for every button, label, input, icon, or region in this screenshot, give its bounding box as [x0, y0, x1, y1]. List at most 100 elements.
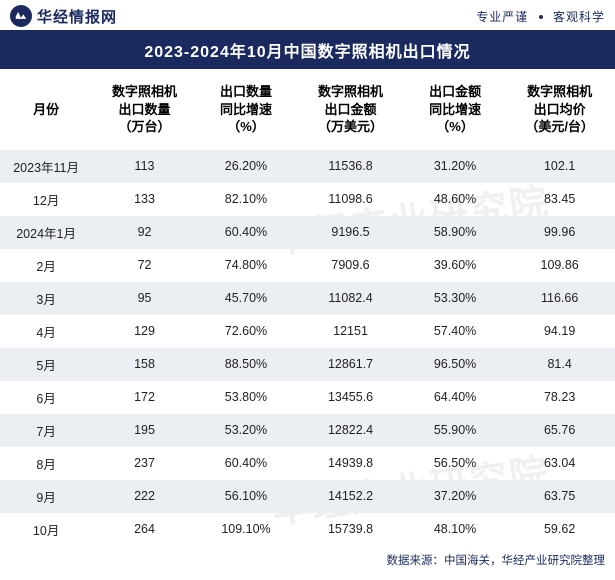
table-cell: 116.66: [504, 282, 615, 315]
table-cell: 11082.4: [295, 282, 406, 315]
tagline-right: 客观科学: [553, 10, 605, 24]
table-cell: 4月: [0, 315, 92, 348]
table-cell: 99.96: [504, 216, 615, 249]
table-cell: 65.76: [504, 414, 615, 447]
table-cell: 60.40%: [197, 216, 295, 249]
table-cell: 12月: [0, 183, 92, 216]
table-body: 2023年11月11326.20%11536.831.20%102.112月13…: [0, 150, 615, 546]
table-cell: 72.60%: [197, 315, 295, 348]
table-cell: 53.80%: [197, 381, 295, 414]
table-cell: 12822.4: [295, 414, 406, 447]
table-cell: 58.90%: [406, 216, 504, 249]
col-header-0: 月份: [0, 69, 92, 150]
table-cell: 10月: [0, 513, 92, 546]
table-cell: 6月: [0, 381, 92, 414]
table-row: 2023年11月11326.20%11536.831.20%102.1: [0, 150, 615, 183]
table-cell: 7909.6: [295, 249, 406, 282]
table-cell: 12151: [295, 315, 406, 348]
table-cell: 237: [92, 447, 197, 480]
table-cell: 102.1: [504, 150, 615, 183]
table-cell: 9196.5: [295, 216, 406, 249]
table-cell: 94.19: [504, 315, 615, 348]
table-cell: 15739.8: [295, 513, 406, 546]
table-cell: 14152.2: [295, 480, 406, 513]
table-cell: 63.04: [504, 447, 615, 480]
table-cell: 53.30%: [406, 282, 504, 315]
table-cell: 48.10%: [406, 513, 504, 546]
table-cell: 109.86: [504, 249, 615, 282]
logo-icon: [10, 5, 32, 27]
table-cell: 74.80%: [197, 249, 295, 282]
table-cell: 12861.7: [295, 348, 406, 381]
data-source-footer: 数据来源：中国海关，华经产业研究院整理: [0, 546, 615, 568]
table-cell: 83.45: [504, 183, 615, 216]
table-row: 7月19553.20%12822.455.90%65.76: [0, 414, 615, 447]
table-container: 月份数字照相机出口数量（万台）出口数量同比增速（%）数字照相机出口金额（万美元）…: [0, 69, 615, 546]
table-cell: 59.62: [504, 513, 615, 546]
table-cell: 88.50%: [197, 348, 295, 381]
table-header-row: 月份数字照相机出口数量（万台）出口数量同比增速（%）数字照相机出口金额（万美元）…: [0, 69, 615, 150]
table-cell: 92: [92, 216, 197, 249]
logo-text: 华经情报网: [37, 6, 117, 27]
table-cell: 63.75: [504, 480, 615, 513]
table-cell: 264: [92, 513, 197, 546]
table-cell: 5月: [0, 348, 92, 381]
table-cell: 56.10%: [197, 480, 295, 513]
col-header-1: 数字照相机出口数量（万台）: [92, 69, 197, 150]
table-cell: 109.10%: [197, 513, 295, 546]
table-cell: 53.20%: [197, 414, 295, 447]
table-cell: 39.60%: [406, 249, 504, 282]
table-header: 月份数字照相机出口数量（万台）出口数量同比增速（%）数字照相机出口金额（万美元）…: [0, 69, 615, 150]
logo-group: 华经情报网: [10, 5, 117, 27]
title-bar: 2023-2024年10月中国数字照相机出口情况: [0, 31, 615, 69]
table-row: 2024年1月9260.40%9196.558.90%99.96: [0, 216, 615, 249]
table-cell: 172: [92, 381, 197, 414]
table-cell: 82.10%: [197, 183, 295, 216]
table-row: 3月9545.70%11082.453.30%116.66: [0, 282, 615, 315]
table-cell: 3月: [0, 282, 92, 315]
table-cell: 222: [92, 480, 197, 513]
table-cell: 2023年11月: [0, 150, 92, 183]
table-cell: 37.20%: [406, 480, 504, 513]
table-cell: 113: [92, 150, 197, 183]
table-row: 8月23760.40%14939.856.50%63.04: [0, 447, 615, 480]
table-row: 12月13382.10%11098.648.60%83.45: [0, 183, 615, 216]
table-cell: 11536.8: [295, 150, 406, 183]
table-cell: 195: [92, 414, 197, 447]
table-row: 4月12972.60%1215157.40%94.19: [0, 315, 615, 348]
table-cell: 13455.6: [295, 381, 406, 414]
table-cell: 7月: [0, 414, 92, 447]
table-cell: 45.70%: [197, 282, 295, 315]
table-cell: 72: [92, 249, 197, 282]
col-header-5: 数字照相机出口均价（美元/台）: [504, 69, 615, 150]
table-cell: 2024年1月: [0, 216, 92, 249]
table-cell: 26.20%: [197, 150, 295, 183]
table-cell: 158: [92, 348, 197, 381]
dot-icon: [539, 15, 543, 19]
table-cell: 78.23: [504, 381, 615, 414]
table-cell: 31.20%: [406, 150, 504, 183]
table-cell: 11098.6: [295, 183, 406, 216]
table-cell: 2月: [0, 249, 92, 282]
table-row: 9月22256.10%14152.237.20%63.75: [0, 480, 615, 513]
table-cell: 8月: [0, 447, 92, 480]
table-cell: 133: [92, 183, 197, 216]
table-cell: 56.50%: [406, 447, 504, 480]
table-cell: 81.4: [504, 348, 615, 381]
col-header-4: 出口金额同比增速（%）: [406, 69, 504, 150]
table-cell: 129: [92, 315, 197, 348]
table-cell: 60.40%: [197, 447, 295, 480]
data-table: 月份数字照相机出口数量（万台）出口数量同比增速（%）数字照相机出口金额（万美元）…: [0, 69, 615, 546]
table-row: 10月264109.10%15739.848.10%59.62: [0, 513, 615, 546]
table-cell: 57.40%: [406, 315, 504, 348]
table-cell: 95: [92, 282, 197, 315]
col-header-3: 数字照相机出口金额（万美元）: [295, 69, 406, 150]
table-cell: 14939.8: [295, 447, 406, 480]
table-cell: 64.40%: [406, 381, 504, 414]
tagline-left: 专业严谨: [476, 10, 528, 24]
tagline: 专业严谨 客观科学: [476, 8, 605, 25]
col-header-2: 出口数量同比增速（%）: [197, 69, 295, 150]
table-cell: 55.90%: [406, 414, 504, 447]
table-row: 5月15888.50%12861.796.50%81.4: [0, 348, 615, 381]
table-cell: 48.60%: [406, 183, 504, 216]
